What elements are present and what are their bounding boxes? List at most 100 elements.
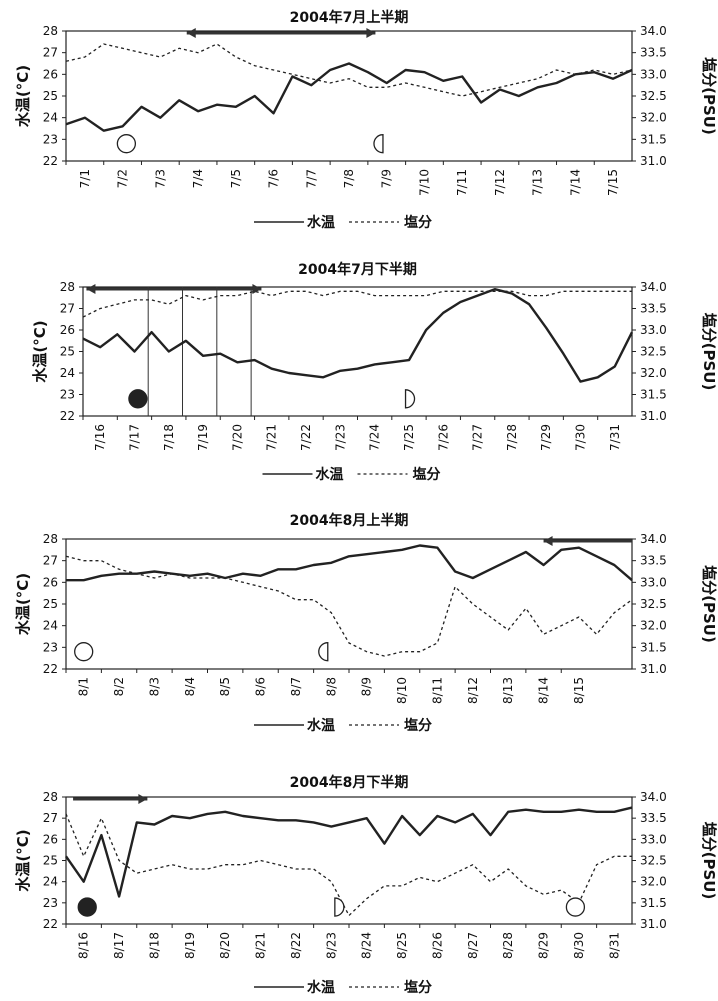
legend-salinity-label: 塩分 xyxy=(404,979,432,996)
x-tick-label: 8/22 xyxy=(289,932,303,959)
plot-frame xyxy=(82,286,633,417)
y-right-tick-label: 31.5 xyxy=(640,896,667,910)
x-tick-label: 7/7 xyxy=(304,169,318,188)
y-right-tick-label: 33.5 xyxy=(640,302,667,316)
y-right-tick-label: 31.5 xyxy=(640,132,667,146)
y-right-tick-label: 34.0 xyxy=(640,280,667,294)
y-right-tick-label: 31.0 xyxy=(640,154,667,168)
y-left-tick-label: 28 xyxy=(43,24,58,38)
x-tick-label: 7/30 xyxy=(574,424,588,451)
chart-panel-3: 2004年8月上半期 22 23 24 25 26 27 28 31.0 31.5 32.0 32.5… xyxy=(14,512,718,734)
x-tick-label: 8/5 xyxy=(218,677,232,696)
arrow-head-left-icon xyxy=(186,28,196,38)
arrow-head-right-icon xyxy=(138,794,148,804)
y-right-tick-label: 32.0 xyxy=(640,366,667,380)
x-tick-label: 7/5 xyxy=(229,169,243,188)
x-tick-label: 7/31 xyxy=(608,424,622,451)
y-left-tick-label: 25 xyxy=(43,89,58,103)
y-right-tick-label: 32.5 xyxy=(640,854,667,868)
water-temp-series-line xyxy=(66,544,633,582)
legend-water-temp-label: 水温 xyxy=(316,466,344,483)
y-right-tick-label: 31.0 xyxy=(640,409,667,423)
arrow-head-right-icon xyxy=(366,28,376,38)
x-tick-label: 7/19 xyxy=(196,424,210,451)
x-tick-label: 8/14 xyxy=(537,677,551,704)
moon-last-quarter-icon xyxy=(318,642,329,662)
plot-frame xyxy=(65,30,633,162)
y-right-tick-label: 33.0 xyxy=(640,323,667,337)
y-left-tick-label: 27 xyxy=(43,554,58,568)
y-left-axis-label: 水温(°C) xyxy=(14,573,32,635)
moon-full-icon xyxy=(74,642,94,662)
x-tick-label: 7/9 xyxy=(380,169,394,188)
y-right-tick-label: 31.5 xyxy=(640,640,667,654)
x-tick-label: 7/21 xyxy=(265,424,279,451)
y-left-tick-label: 26 xyxy=(43,67,58,81)
x-tick-label: 7/20 xyxy=(230,424,244,451)
y-left-tick-label: 24 xyxy=(43,619,58,633)
y-left-tick-label: 27 xyxy=(43,811,58,825)
moon-new-icon xyxy=(128,389,148,409)
y-right-tick-label: 33.5 xyxy=(640,554,667,568)
x-tick-label: 8/28 xyxy=(501,932,515,959)
x-tick-label: 8/7 xyxy=(289,677,303,696)
legend-salinity-label: 塩分 xyxy=(413,466,441,483)
moon-first-quarter-icon xyxy=(334,897,345,917)
water-temp-series-line xyxy=(65,62,633,132)
salinity-series-line xyxy=(65,813,632,917)
plot-frame xyxy=(65,538,633,670)
x-tick-label: 8/4 xyxy=(183,677,197,696)
y-left-tick-label: 26 xyxy=(43,832,58,846)
x-tick-label: 7/15 xyxy=(606,169,620,196)
y-left-tick-label: 25 xyxy=(60,345,75,359)
x-tick-label: 8/3 xyxy=(147,677,161,696)
y-right-tick-label: 32.0 xyxy=(640,619,667,633)
x-tick-label: 8/16 xyxy=(77,932,91,959)
y-left-tick-label: 25 xyxy=(43,854,58,868)
chart-title: 2004年7月上半期 xyxy=(290,9,409,26)
y-left-tick-label: 23 xyxy=(60,388,75,402)
y-right-tick-label: 31.0 xyxy=(640,662,667,676)
x-tick-label: 7/17 xyxy=(127,424,141,451)
x-tick-label: 8/10 xyxy=(395,677,409,704)
x-tick-label: 7/23 xyxy=(333,424,347,451)
x-tick-label: 7/10 xyxy=(417,169,431,196)
x-tick-label: 7/8 xyxy=(342,169,356,188)
legend-water-temp-label: 水温 xyxy=(307,979,335,996)
water-temp-series-line xyxy=(82,288,634,383)
y-right-tick-label: 32.0 xyxy=(640,875,667,889)
arrow-head-left-icon xyxy=(86,284,96,294)
y-left-tick-label: 23 xyxy=(43,132,58,146)
x-tick-label: 7/29 xyxy=(539,424,553,451)
arrow-head-right-icon xyxy=(252,284,262,294)
y-right-axis-label: 塩分(PSU) xyxy=(700,565,718,643)
x-tick-label: 7/2 xyxy=(116,169,130,188)
arrow-head-left-icon xyxy=(543,536,553,546)
legend-water-temp-label: 水温 xyxy=(307,717,335,734)
y-right-tick-label: 34.0 xyxy=(640,790,667,804)
x-tick-label: 8/23 xyxy=(324,932,338,959)
x-tick-label: 8/2 xyxy=(112,677,126,696)
x-tick-label: 8/30 xyxy=(572,932,586,959)
x-tick-label: 7/12 xyxy=(493,169,507,196)
x-tick-label: 8/29 xyxy=(537,932,551,959)
x-tick-label: 8/19 xyxy=(183,932,197,959)
moon-full-icon xyxy=(116,134,137,154)
y-right-tick-label: 32.5 xyxy=(640,597,667,611)
plot-frame xyxy=(65,796,633,925)
legend-salinity-label: 塩分 xyxy=(404,717,432,734)
chart-title: 2004年8月上半期 xyxy=(290,512,409,529)
y-right-tick-label: 31.5 xyxy=(640,388,667,402)
y-right-tick-label: 33.5 xyxy=(640,46,667,60)
y-left-tick-label: 26 xyxy=(43,575,58,589)
x-tick-label: 8/31 xyxy=(607,932,621,959)
x-tick-label: 8/18 xyxy=(147,932,161,959)
y-right-tick-label: 32.0 xyxy=(640,111,667,125)
y-left-tick-label: 28 xyxy=(60,280,75,294)
y-left-tick-label: 22 xyxy=(60,409,75,423)
y-left-tick-label: 23 xyxy=(43,640,58,654)
salinity-series-line xyxy=(65,43,633,97)
x-tick-label: 7/13 xyxy=(531,169,545,196)
x-tick-label: 7/16 xyxy=(93,424,107,451)
y-left-tick-label: 24 xyxy=(43,875,58,889)
